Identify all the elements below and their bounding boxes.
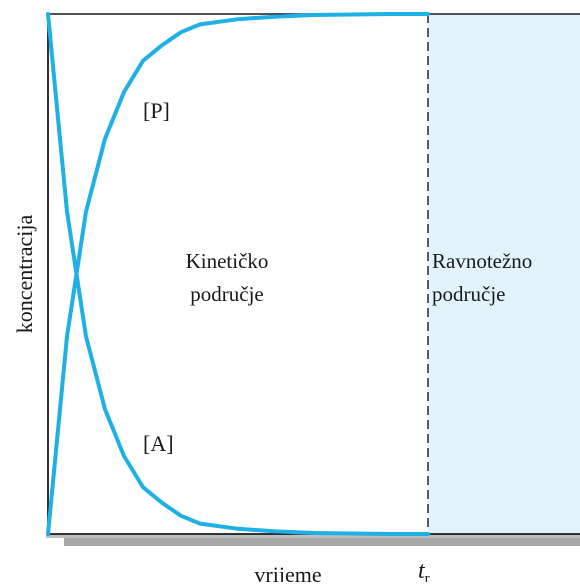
x-tick-label-main: t bbox=[418, 558, 426, 582]
region-kinetic bbox=[48, 14, 428, 534]
series-line-p bbox=[46, 12, 430, 536]
series-line-a bbox=[46, 12, 430, 536]
region-equilibrium bbox=[428, 14, 580, 534]
region-label-equilibrium-1: Ravnotežno bbox=[432, 249, 532, 273]
x-tick-label-tr: tr bbox=[418, 558, 430, 582]
x-axis-label: vrijeme bbox=[254, 562, 321, 582]
region-label-kinetic-2: područje bbox=[190, 282, 263, 306]
series-label-p: [P] bbox=[143, 98, 170, 123]
x-axis-shadow bbox=[64, 537, 580, 546]
region-label-equilibrium-2: područje bbox=[432, 282, 505, 306]
y-axis-label: koncentracija bbox=[12, 215, 37, 334]
series-label-a: [A] bbox=[143, 431, 174, 456]
x-axis-shadow-inner bbox=[46, 534, 580, 538]
region-label-kinetic-1: Kinetičko bbox=[186, 249, 269, 273]
x-tick-label-subscript: r bbox=[425, 571, 430, 582]
